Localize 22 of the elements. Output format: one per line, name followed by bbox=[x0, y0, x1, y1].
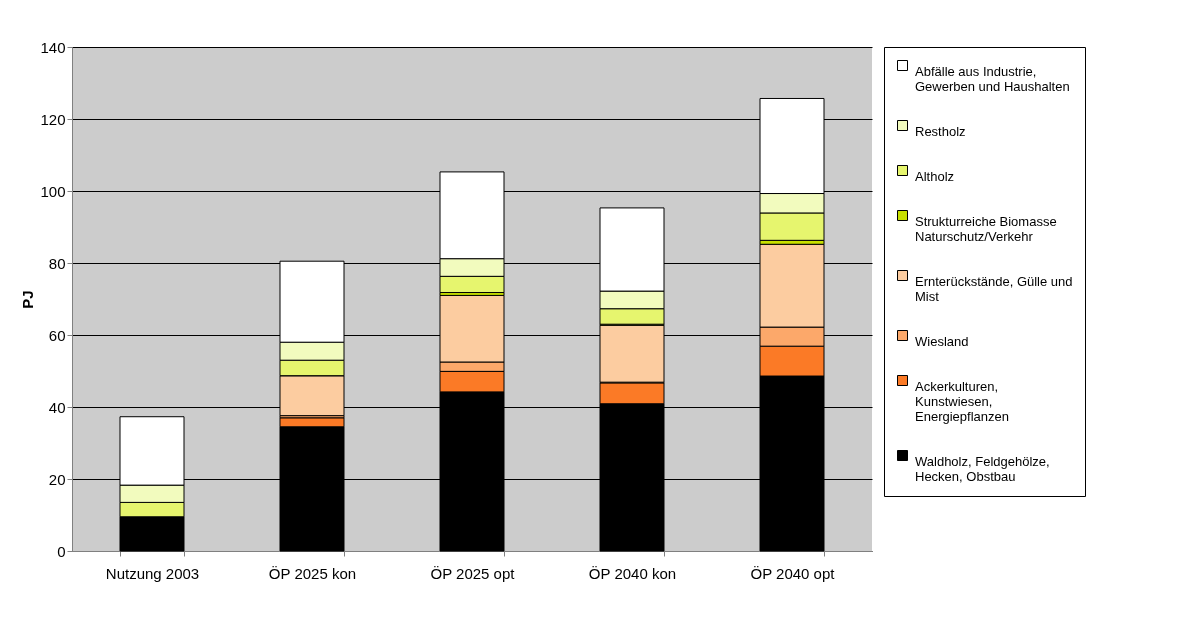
x-tick-label: ÖP 2040 kon bbox=[588, 564, 677, 582]
y-tick-label: 40 bbox=[48, 398, 66, 416]
legend-label: Ackerkulturen, Kunstwiesen, Energiepflanzen bbox=[915, 378, 1009, 424]
x-tick-label: Nutzung 2003 bbox=[105, 564, 200, 582]
y-tick-label: 0 bbox=[57, 542, 66, 560]
x-tick-label: ÖP 2025 kon bbox=[268, 564, 357, 582]
y-tick-label: 20 bbox=[48, 470, 66, 488]
legend-label: Restholz bbox=[915, 123, 966, 139]
legend-label: Waldholz, Feldgehölze, Hecken, Obstbau bbox=[915, 453, 1050, 484]
legend-label: Abfälle aus Industrie, Gewerben und Haushalten bbox=[915, 63, 1070, 94]
y-axis-title: PJ bbox=[19, 290, 37, 309]
legend-label: Wiesland bbox=[915, 333, 969, 349]
legend-label: Ernterückstände, Gülle und Mist bbox=[915, 273, 1073, 304]
y-tick-label: 120 bbox=[40, 110, 66, 128]
y-tick-label: 140 bbox=[40, 38, 66, 56]
legend-label: Altholz bbox=[915, 168, 955, 184]
x-tick-label: ÖP 2025 opt bbox=[430, 564, 516, 582]
y-tick-label: 80 bbox=[48, 254, 66, 272]
legend-label: Strukturreiche Biomasse Naturschutz/Verkehr bbox=[915, 213, 1057, 244]
y-tick-label: 60 bbox=[48, 326, 66, 344]
x-tick-label: ÖP 2040 opt bbox=[750, 564, 836, 582]
y-tick-label: 100 bbox=[40, 182, 66, 200]
